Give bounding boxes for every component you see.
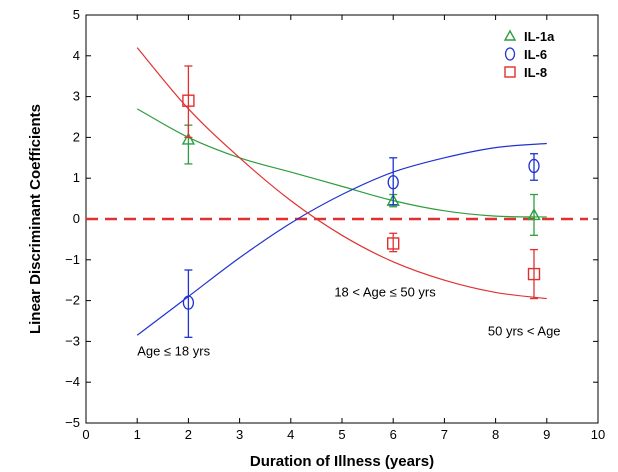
y-tick-label: −2 <box>65 293 80 308</box>
y-tick-label: −1 <box>65 252 80 267</box>
data-point-il-8 <box>527 267 541 281</box>
x-tick-label: 5 <box>338 427 345 442</box>
y-tick-label: 2 <box>73 129 80 144</box>
fit-curves <box>136 47 547 336</box>
x-tick-label: 1 <box>134 427 141 442</box>
y-tick-label: 0 <box>73 211 80 226</box>
y-tick-label: 1 <box>73 170 80 185</box>
age-group-annotation: 18 < Age ≤ 50 yrs <box>334 285 436 300</box>
y-tick-label: −5 <box>65 415 80 430</box>
x-tick-label: 7 <box>441 427 448 442</box>
legend: IL-1a IL-6 IL-8 <box>503 29 555 80</box>
fit-curve-il-1a <box>136 108 547 218</box>
data-point-il-1a <box>181 132 196 145</box>
data-points <box>181 65 541 338</box>
data-point-il-6 <box>387 175 399 190</box>
legend-marker-il-1a <box>503 29 517 41</box>
y-tick-label: 5 <box>73 7 80 22</box>
legend-label-il-1a: IL-1a <box>524 29 555 44</box>
x-tick-label: 9 <box>543 427 550 442</box>
legend-label-il-8: IL-8 <box>524 65 547 80</box>
y-tick-label: 3 <box>73 89 80 104</box>
data-point-il-6 <box>182 295 195 310</box>
fit-curve-il-8 <box>136 47 547 300</box>
fit-curve-il-6 <box>136 142 547 336</box>
annotations: Age ≤ 18 yrs 18 < Age ≤ 50 yrs 50 yrs < Ag… <box>137 285 560 359</box>
x-axis-title: Duration of Illness (years) <box>250 453 434 470</box>
x-tick-label: 8 <box>492 427 499 442</box>
y-tick-label: −4 <box>65 374 80 389</box>
y-tick-label: −3 <box>65 333 80 348</box>
legend-marker-il-8 <box>504 66 516 78</box>
age-group-annotation: 50 yrs < Age <box>488 323 561 338</box>
data-point-il-8 <box>182 94 195 107</box>
y-axis-title: Linear Discriminant Coefficients <box>27 104 44 334</box>
data-point-il-8 <box>387 237 400 250</box>
x-tick-label: 6 <box>390 427 397 442</box>
data-point-il-6 <box>528 158 540 174</box>
legend-label-il-6: IL-6 <box>524 47 547 62</box>
x-tick-label: 3 <box>236 427 243 442</box>
x-tick-label: 4 <box>287 427 294 442</box>
age-group-annotation: Age ≤ 18 yrs <box>137 344 210 359</box>
data-point-il-1a <box>527 207 541 221</box>
x-tick-label: 2 <box>185 427 192 442</box>
x-tick-label: 0 <box>82 427 89 442</box>
y-tick-label: 4 <box>73 48 80 63</box>
legend-marker-il-6 <box>504 47 516 61</box>
x-tick-label: 10 <box>591 427 605 442</box>
